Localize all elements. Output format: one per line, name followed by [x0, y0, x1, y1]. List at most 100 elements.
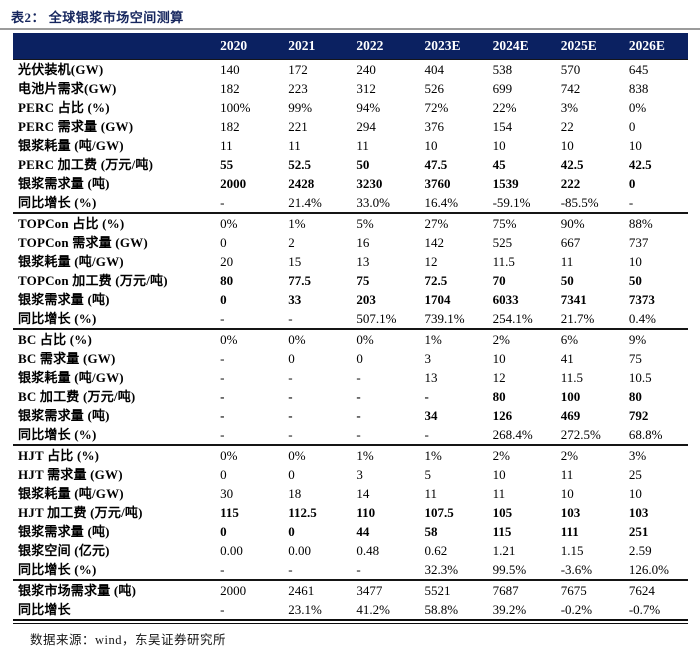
row-label: BC 加工费 (万元/吨) — [18, 389, 136, 404]
col-header-2020: 2020 — [211, 33, 280, 60]
value-cell: 2% — [483, 328, 552, 349]
value-cell: 22 — [560, 119, 574, 134]
table-row: 银浆市场需求量 (吨) 2000 2461 3477 5521 7687 7675 7624 — [13, 579, 688, 600]
value-cell: 10.5 — [628, 370, 652, 385]
value-cell: 27% — [415, 212, 484, 233]
value-cell: 0% — [211, 444, 280, 465]
value-cell: 16.4% — [424, 195, 459, 210]
table-row: 银浆耗量 (吨/GW) 11 11 11 10 10 10 10 — [13, 136, 688, 155]
value-cell: 100 — [560, 389, 581, 404]
value-cell: 312 — [356, 81, 376, 96]
value-cell: 7675 — [551, 579, 620, 600]
value-cell: 742 — [560, 81, 581, 96]
table-row: BC 需求量 (GW) - 0 0 3 10 41 75 — [13, 349, 688, 368]
value-cell: - — [356, 562, 361, 577]
value-cell: -85.5% — [560, 195, 599, 210]
value-cell: 10 — [560, 138, 574, 153]
value-cell: 645 — [628, 62, 649, 77]
value-cell: 103 — [560, 505, 581, 520]
table-row: PERC 加工费 (万元/吨) 55 52.5 50 47.5 45 42.5 42.5 — [13, 155, 688, 174]
value-cell: 254.1% — [492, 311, 533, 326]
value-cell: 0.4% — [628, 311, 656, 326]
value-cell: 58.8% — [424, 602, 459, 617]
value-cell: 111 — [560, 524, 579, 539]
table-row: 银浆耗量 (吨/GW) - - - 13 12 11.5 10.5 — [13, 368, 688, 387]
value-cell: 90% — [551, 212, 620, 233]
value-cell: 7687 — [483, 579, 552, 600]
value-cell: 3% — [619, 444, 688, 465]
value-cell: 42.5 — [628, 157, 652, 172]
value-cell: - — [220, 370, 225, 385]
table-bottom-rule-thin — [13, 623, 688, 624]
value-cell: 0 — [220, 292, 227, 307]
value-cell: 33.0% — [356, 195, 390, 210]
value-cell: 12 — [492, 370, 506, 385]
value-cell: 112.5 — [288, 505, 317, 520]
value-cell: 2% — [551, 444, 620, 465]
value-cell: 22% — [492, 100, 517, 115]
value-cell: 0 — [288, 351, 295, 366]
header-row: 2020 2021 2022 2023E 2024E 2025E 2026E — [13, 33, 688, 60]
value-cell: 75 — [356, 273, 370, 288]
value-cell: 18 — [288, 486, 302, 501]
value-cell: 115 — [220, 505, 239, 520]
row-label: BC 占比 (%) — [13, 328, 212, 349]
value-cell: 2000 — [211, 579, 280, 600]
value-cell: - — [220, 389, 225, 404]
value-cell: 80 — [492, 389, 506, 404]
value-cell: 99% — [288, 100, 313, 115]
value-cell: 469 — [560, 408, 581, 423]
value-cell: 80 — [628, 389, 642, 404]
row-label: 电池片需求(GW) — [18, 81, 117, 96]
data-source-note: 数据来源：wind，东吴证券研究所 — [30, 633, 227, 647]
value-cell: 58 — [424, 524, 438, 539]
value-cell: 41.2% — [356, 602, 390, 617]
value-cell: 10 — [492, 138, 506, 153]
value-cell: 0 — [220, 524, 227, 539]
value-cell: 0.00 — [288, 543, 311, 558]
value-cell: - — [288, 370, 293, 385]
value-cell: 0.62 — [424, 543, 448, 558]
value-cell: 251 — [628, 524, 649, 539]
col-header-2021: 2021 — [279, 33, 348, 60]
row-label: 银浆空间 (亿元) — [18, 543, 110, 558]
value-cell: 0 — [288, 524, 295, 539]
value-cell: 1% — [415, 328, 484, 349]
value-cell: 737 — [628, 235, 649, 250]
value-cell: 100% — [220, 100, 251, 115]
table-row: 银浆需求量 (吨) 0 33 203 1704 6033 7341 7373 — [13, 290, 688, 309]
table-row: 银浆需求量 (吨) - - - 34 126 469 792 — [13, 406, 688, 425]
col-header-2026E: 2026E — [619, 33, 688, 60]
value-cell: 538 — [492, 62, 513, 77]
value-cell: 5% — [347, 212, 416, 233]
value-cell: 105 — [492, 505, 513, 520]
value-cell: 526 — [424, 81, 444, 96]
value-cell: 0% — [279, 444, 348, 465]
table-body: 光伏装机(GW) 140 172 240 404 538 570 645 电池片需求(GW) 18… — [13, 60, 688, 620]
value-cell: -0.2% — [560, 602, 593, 617]
row-label: PERC 需求量 (GW) — [18, 119, 134, 134]
value-cell: - — [356, 370, 361, 385]
value-cell: 41 — [560, 351, 574, 366]
value-cell: 47.5 — [424, 157, 448, 172]
value-cell: 33 — [288, 292, 302, 307]
value-cell: 72% — [424, 100, 449, 115]
value-cell: 0% — [347, 328, 416, 349]
value-cell: 792 — [628, 408, 649, 423]
value-cell: - — [356, 389, 361, 404]
table-row: 银浆耗量 (吨/GW) 30 18 14 11 11 10 10 — [13, 484, 688, 503]
value-cell: 6% — [551, 328, 620, 349]
value-cell: 5521 — [415, 579, 484, 600]
value-cell: 0 — [356, 351, 363, 366]
value-cell: 10 — [424, 138, 438, 153]
value-cell: 5 — [424, 467, 431, 482]
table-row: 同比增长 - 23.1% 41.2% 58.8% 39.2% -0.2% -0.7% — [13, 600, 688, 619]
value-cell: - — [628, 195, 634, 210]
value-cell: 11 — [560, 467, 574, 482]
value-cell: - — [288, 311, 293, 326]
value-cell: 525 — [492, 235, 513, 250]
value-cell: 182 — [220, 81, 240, 96]
value-cell: 699 — [492, 81, 513, 96]
value-cell: - — [220, 311, 225, 326]
